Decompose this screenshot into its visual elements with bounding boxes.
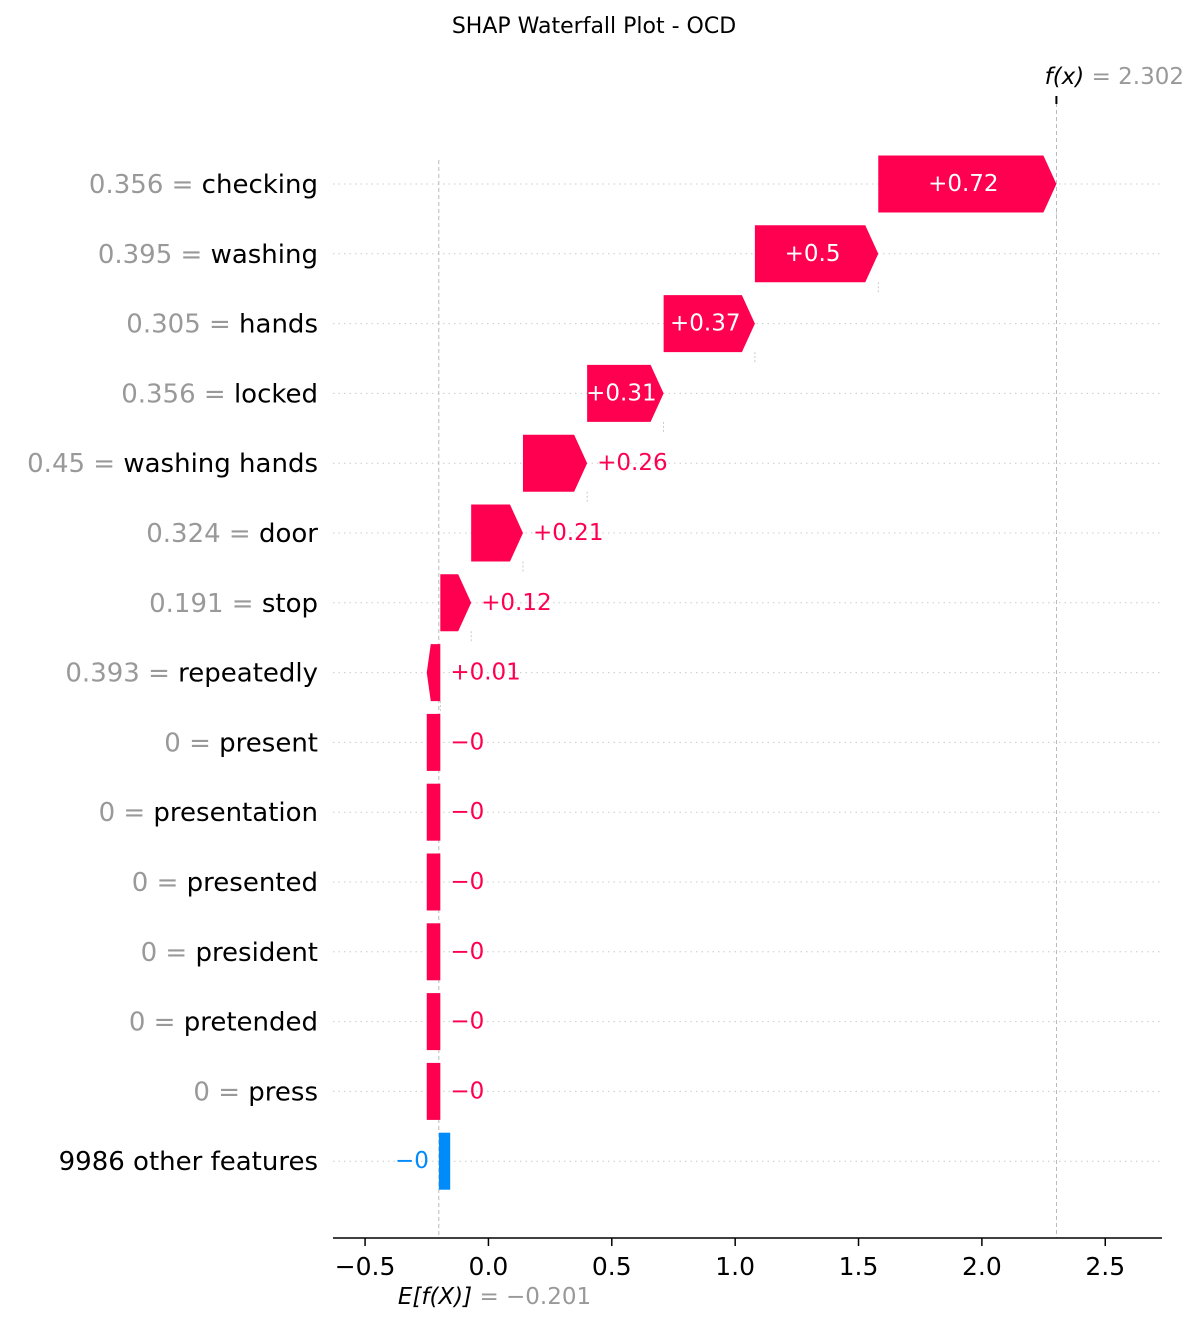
- feature-name: presentation: [153, 798, 318, 828]
- feature-name: door: [259, 519, 318, 549]
- base-value-number: = −0.201: [479, 1284, 591, 1310]
- feature-name: pretended: [184, 1008, 318, 1038]
- feature-name: presented: [187, 868, 318, 898]
- feature-label: 9986 other features: [59, 1147, 318, 1177]
- feature-value: 0.45 =: [27, 449, 123, 479]
- shap-value-label: +0.31: [586, 380, 656, 406]
- feature-value: 0.191 =: [149, 589, 262, 619]
- feature-name: press: [248, 1077, 318, 1107]
- x-tick-label: 0.5: [592, 1252, 632, 1281]
- feature-label: 0.191 = stop: [149, 589, 318, 619]
- feature-bar: [663, 295, 755, 353]
- feature-bar: [426, 644, 441, 702]
- x-tick-label: 1.0: [715, 1252, 755, 1281]
- x-tick-label: 2.5: [1085, 1252, 1125, 1281]
- feature-name: 9986 other features: [59, 1147, 318, 1177]
- feature-value: 0 =: [141, 938, 196, 968]
- feature-value: 0 =: [164, 728, 219, 758]
- shap-value-label: −0: [450, 939, 484, 965]
- shap-value-label: +0.26: [597, 450, 667, 476]
- feature-name: president: [195, 938, 318, 968]
- shap-value-label: +0.01: [450, 660, 520, 686]
- feature-name: present: [219, 728, 318, 758]
- x-tick-label: 1.5: [839, 1252, 879, 1281]
- feature-label: 0.393 = repeatedly: [65, 659, 318, 689]
- shap-value-label: −0: [450, 1078, 484, 1104]
- feature-bar: [587, 364, 664, 422]
- feature-name: checking: [202, 170, 318, 200]
- shap-value-label: +0.37: [670, 311, 740, 337]
- feature-value: 0 =: [193, 1077, 248, 1107]
- x-tick-label: 2.0: [962, 1252, 1002, 1281]
- feature-bar: [471, 504, 523, 562]
- feature-name: stop: [262, 589, 318, 619]
- shap-value-label: −0: [450, 729, 484, 755]
- base-value-prefix: E[f(X)]: [398, 1284, 480, 1310]
- feature-label: 0 = presentation: [99, 798, 318, 828]
- chart-title: SHAP Waterfall Plot - OCD: [452, 14, 736, 39]
- shap-value-label: −0: [450, 1009, 484, 1035]
- base-value-label: E[f(X)] = −0.201: [398, 1284, 591, 1310]
- feature-value: 0.324 =: [146, 519, 259, 549]
- feature-bar: [426, 993, 441, 1051]
- feature-value: 0.305 =: [126, 310, 239, 340]
- feature-bar: [440, 574, 472, 632]
- feature-value: 0.395 =: [98, 240, 211, 270]
- shap-value-label: +0.21: [533, 520, 603, 546]
- feature-bar: [426, 783, 441, 841]
- x-tick-label: −0.5: [335, 1252, 396, 1281]
- shap-value-label: −0: [450, 799, 484, 825]
- feature-label: 0.324 = door: [146, 519, 318, 549]
- feature-label: 0.45 = washing hands: [27, 449, 318, 479]
- feature-name: locked: [234, 379, 318, 409]
- feature-value: 0 =: [99, 798, 154, 828]
- final-value-prefix: f(x): [1045, 64, 1092, 90]
- feature-label: 0 = president: [141, 938, 318, 968]
- feature-bar: [754, 225, 879, 283]
- feature-bar: [426, 713, 441, 771]
- feature-bar: [522, 434, 588, 492]
- final-value-label: f(x) = 2.302: [1045, 64, 1184, 90]
- feature-bar: [426, 1062, 441, 1120]
- feature-label: 0.395 = washing: [98, 240, 318, 270]
- feature-bar: [426, 853, 441, 911]
- feature-bar: [878, 155, 1057, 213]
- feature-value: 0.393 =: [65, 659, 178, 689]
- feature-label: 0 = press: [193, 1077, 318, 1107]
- shap-value-label: +0.12: [481, 590, 551, 616]
- shap-value-label: +0.5: [785, 241, 841, 267]
- final-value-number: = 2.302: [1092, 64, 1184, 90]
- feature-value: 0 =: [132, 868, 187, 898]
- feature-label: 0 = pretended: [129, 1008, 318, 1038]
- feature-value: 0 =: [129, 1008, 184, 1038]
- feature-value: 0.356 =: [89, 170, 202, 200]
- shap-value-label: −0: [395, 1148, 429, 1174]
- shap-value-label: +0.72: [928, 171, 998, 197]
- feature-label: 0 = presented: [132, 868, 318, 898]
- feature-value: 0.356 =: [121, 379, 234, 409]
- feature-bar: [438, 1132, 451, 1190]
- feature-label: 0.356 = locked: [121, 379, 318, 409]
- feature-label: 0.305 = hands: [126, 310, 318, 340]
- feature-label: 0 = present: [164, 728, 318, 758]
- feature-name: hands: [239, 310, 318, 340]
- feature-name: repeatedly: [178, 659, 318, 689]
- feature-bar: [426, 923, 441, 981]
- feature-label: 0.356 = checking: [89, 170, 318, 200]
- x-tick-label: 0.0: [469, 1252, 509, 1281]
- shap-value-label: −0: [450, 869, 484, 895]
- feature-name: washing: [211, 240, 318, 270]
- feature-name: washing hands: [123, 449, 318, 479]
